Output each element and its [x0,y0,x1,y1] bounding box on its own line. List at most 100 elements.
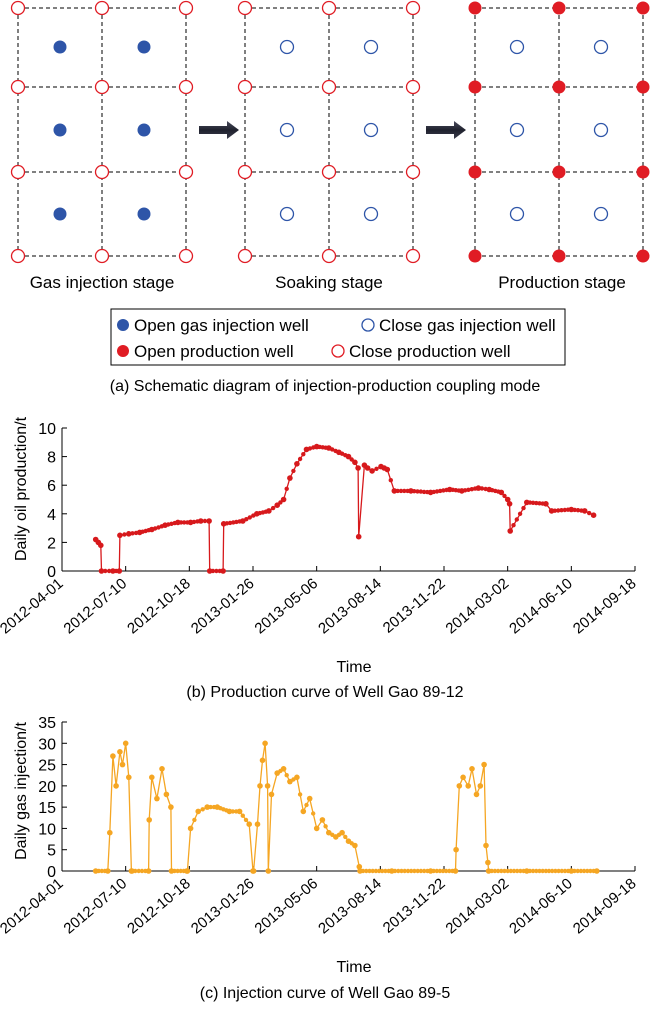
x-tick-label: 2014-06-10 [506,575,576,637]
closed-production-well [237,164,253,180]
data-point-fill [405,488,410,494]
legend-closed-injection-icon [361,318,375,332]
data-point [149,774,155,781]
data-point-fill [191,519,197,525]
data-point-fill [540,868,545,874]
data-point [506,501,513,507]
data-point-fill [278,768,283,774]
data-point-fill [200,807,205,812]
x-tick-label: 2012-07-10 [61,875,131,937]
data-point [274,502,281,509]
data-point-fill [330,447,335,452]
series-line [95,445,594,572]
data-point [369,468,375,474]
data-point-fill [578,868,584,874]
open-production-well [636,80,650,94]
data-point-fill [224,521,230,526]
closed-production-well [405,79,421,95]
legend-open-injection-label: Open gas injection well [134,316,309,335]
data-point [220,568,226,574]
data-point [384,466,391,473]
data-point-fill [152,526,158,531]
data-point-fill [559,508,564,513]
data-point-fill [585,868,590,874]
data-point-fill [472,486,478,491]
chart-b-ylabel: Daily oil production/t [13,416,30,561]
data-point [264,783,271,789]
data-point [287,778,293,785]
data-point [590,512,597,518]
closed-injection-well [593,122,609,138]
data-point-fill [405,868,411,874]
closed-injection-well [593,39,609,55]
data-point-fill [422,868,427,874]
y-tick-label: 2 [47,535,56,552]
data-point [163,791,170,798]
legend-frame [110,308,566,366]
injection-chart: Daily gas injection/t Time (c) Injection… [0,715,640,1002]
data-point-fill [553,868,558,874]
data-point-fill [139,868,145,874]
data-point-fill [192,817,197,823]
x-tick-label: 2014-03-02 [443,875,513,937]
data-point-fill [113,568,119,574]
data-point-fill [367,868,372,874]
data-point-fill [311,445,316,450]
data-point-fill [559,868,564,874]
data-point [146,817,152,823]
data-point-fill [412,489,417,494]
data-point-fill [489,868,494,874]
data-point-fill [412,868,417,874]
well-pattern-diagram [10,0,650,264]
y-tick-label: 4 [47,507,56,524]
data-point-fill [159,524,164,529]
data-point-fill [581,868,587,874]
data-point [206,518,212,524]
data-point-fill [415,489,420,494]
data-point-fill [263,509,269,514]
data-point [504,496,511,503]
legend-closed-injection-label: Close gas injection well [379,316,556,335]
data-point [250,868,257,874]
y-tick-label: 10 [38,421,56,438]
data-point [473,791,480,798]
data-point-fill [537,501,542,506]
data-point-fill [511,868,517,874]
data-point [113,783,119,789]
x-tick-label: 2014-06-10 [506,875,576,937]
data-point-fill [515,868,520,874]
stage-label-soaking: Soaking stage [275,273,383,292]
data-point-fill [214,568,219,574]
data-point-fill [562,868,568,874]
legend: Open gas injection well Close gas inject… [110,308,566,366]
data-point-fill [440,868,446,874]
data-point-fill [518,868,523,874]
x-tick-label: 2012-07-10 [61,575,131,637]
closed-production-well [10,0,26,16]
data-point-fill [398,488,404,494]
closed-production-well [405,164,421,180]
data-point-fill [537,868,542,874]
closed-production-well [237,79,253,95]
data-point-fill [172,520,177,526]
closed-production-well [178,164,194,180]
data-point-fill [374,466,379,471]
data-point-fill [284,773,289,778]
closed-injection-well [279,39,295,55]
data-point-fill [469,487,474,492]
data-point-fill [122,532,127,537]
data-point-fill [251,513,256,518]
data-point-fill [291,468,296,474]
data-point [524,868,530,874]
data-point-fill [373,868,379,874]
legend-open-production-icon [117,345,129,357]
data-point-fill [234,809,239,814]
data-point-fill [456,488,461,493]
data-point [110,568,116,574]
data-point-fill [540,501,545,506]
data-point-fill [178,520,184,525]
data-point-fill [211,804,217,810]
data-point [456,783,463,789]
open-production-well [636,165,650,179]
